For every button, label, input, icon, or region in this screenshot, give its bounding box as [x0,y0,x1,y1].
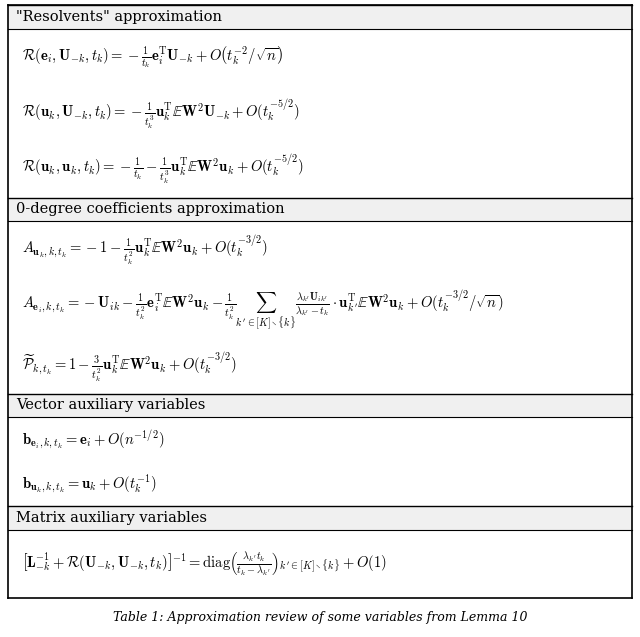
Text: "Resolvents" approximation: "Resolvents" approximation [16,10,222,24]
Bar [8,506,632,530]
Bar [8,197,632,222]
Bar [8,87,632,142]
Bar [8,462,632,506]
Bar [8,5,632,29]
Text: Table 1: Approximation review of some variables from Lemma 10: Table 1: Approximation review of some va… [113,612,527,624]
Bar [8,341,632,394]
Text: $\mathbf{b}_{\mathbf{u}_k, k, t_k} = \mathbf{u}_k + O(t_k^{-1})$: $\mathbf{b}_{\mathbf{u}_k, k, t_k} = \ma… [22,473,157,495]
Bar [8,222,632,280]
Text: $\widetilde{\mathcal{P}}_{k, t_k} = 1 - \frac{3}{t_k^2}\mathbf{u}_k^\mathrm{T}\m: $\widetilde{\mathcal{P}}_{k, t_k} = 1 - … [22,350,237,383]
Text: 0-degree coefficients approximation: 0-degree coefficients approximation [16,203,285,217]
Bar [8,280,632,341]
Text: Vector auxiliary variables: Vector auxiliary variables [16,399,205,412]
Bar [8,417,632,462]
Text: $\mathcal{R}(\mathbf{e}_i, \mathbf{U}_{-k}, t_k) = -\frac{1}{t_k}\mathbf{e}_i^\m: $\mathcal{R}(\mathbf{e}_i, \mathbf{U}_{-… [22,45,284,71]
Text: Matrix auxiliary variables: Matrix auxiliary variables [16,511,207,525]
Text: $\mathcal{R}(\mathbf{u}_k, \mathbf{U}_{-k}, t_k) = -\frac{1}{t_k^3}\mathbf{u}_k^: $\mathcal{R}(\mathbf{u}_k, \mathbf{U}_{-… [22,98,300,131]
Bar [8,142,632,197]
Text: $A_{\mathbf{u}_k, k, t_k} = -1 - \frac{1}{t_k^2}\mathbf{u}_k^\mathrm{T}\mathbb{E: $A_{\mathbf{u}_k, k, t_k} = -1 - \frac{1… [22,234,268,267]
Text: $\mathcal{R}(\mathbf{u}_k, \mathbf{u}_k, t_k) = -\frac{1}{t_k} - \frac{1}{t_k^3}: $\mathcal{R}(\mathbf{u}_k, \mathbf{u}_k,… [22,154,304,187]
Text: $A_{\mathbf{e}_i, k, t_k} = -\mathbf{U}_{ik} - \frac{1}{t_k^2}\mathbf{e}_i^\math: $A_{\mathbf{e}_i, k, t_k} = -\mathbf{U}_… [22,289,504,332]
Bar [8,29,632,87]
Text: $\mathbf{b}_{\mathbf{e}_i, k, t_k} = \mathbf{e}_i + O(n^{-1/2})$: $\mathbf{b}_{\mathbf{e}_i, k, t_k} = \ma… [22,429,164,450]
Text: $\left[\mathbf{L}_{-k}^{-1} + \mathcal{R}(\mathbf{U}_{-k}, \mathbf{U}_{-k}, t_k): $\left[\mathbf{L}_{-k}^{-1} + \mathcal{R… [22,550,387,578]
Bar [8,530,632,598]
Bar [8,394,632,417]
